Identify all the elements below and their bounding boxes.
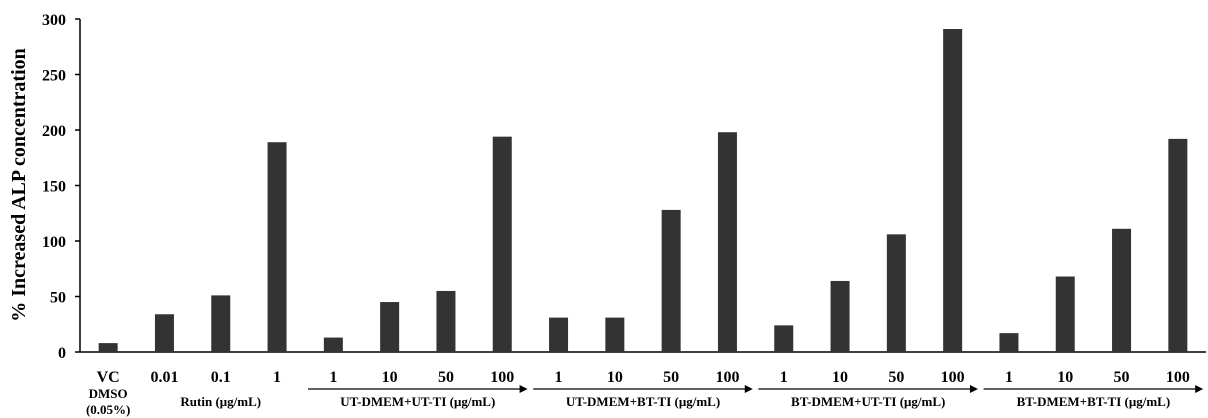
y-axis-label: % Increased ALP concentration [8, 48, 30, 322]
vc-sublabel: (0.05%) [86, 402, 130, 417]
bar [943, 28, 963, 353]
x-tick-label: 50 [1114, 369, 1130, 386]
x-tick-label: 50 [438, 369, 454, 386]
y-tick-label: 50 [50, 290, 66, 307]
bar [605, 317, 625, 352]
x-tick-label: 100 [490, 369, 514, 386]
y-tick-label: 300 [42, 12, 66, 29]
x-tick-label: 1 [1005, 369, 1013, 386]
x-tick-label: 1 [555, 369, 563, 386]
bar [1055, 276, 1075, 352]
x-tick-label: 0.1 [211, 369, 231, 386]
x-tick-label: VC [97, 369, 120, 386]
bar [886, 234, 906, 352]
group-label: UT-DMEM+UT-TI (μg/mL) [340, 394, 495, 409]
group-arrowhead [969, 385, 978, 393]
group-label: BT-DMEM+UT-TI (μg/mL) [791, 394, 945, 409]
x-tick-label: 1 [273, 369, 281, 386]
bar [999, 333, 1019, 352]
bar [1168, 138, 1188, 352]
bar [154, 314, 174, 352]
y-tick-label: 250 [42, 68, 66, 85]
x-tick-label: 50 [888, 369, 904, 386]
group-arrowhead [1195, 385, 1204, 393]
group-label: UT-DMEM+BT-TI (μg/mL) [566, 394, 720, 409]
x-tick-label: 0.01 [150, 369, 178, 386]
x-tick-label: 10 [832, 369, 848, 386]
bar [774, 325, 794, 352]
y-tick-label: 150 [42, 179, 66, 196]
x-tick-label: 1 [780, 369, 788, 386]
x-tick-label: 50 [663, 369, 679, 386]
bar [267, 142, 287, 352]
bars [98, 28, 1188, 353]
bar [98, 343, 118, 352]
x-tick-label: 10 [382, 369, 398, 386]
group-arrowhead [519, 385, 528, 393]
bar [492, 136, 512, 352]
bar [1112, 228, 1132, 352]
y-tick-label: 0 [58, 345, 66, 362]
bar [549, 317, 569, 352]
bar [830, 280, 850, 352]
bar [323, 337, 343, 352]
x-tick-label: 100 [1166, 369, 1190, 386]
tick-labels: VC 0.01 0.1 1 1 10 50 100 1 10 50 100 1 10 50 100 1 10 50 1… [86, 369, 1204, 417]
vc-sublabel: DMSO [89, 386, 128, 401]
group-arrowhead [744, 385, 753, 393]
bar [380, 302, 400, 352]
bar [436, 290, 456, 352]
x-tick-label: 10 [607, 369, 623, 386]
x-tick-label: 100 [715, 369, 739, 386]
y-tick-label: 100 [42, 234, 66, 251]
x-tick-label: 1 [329, 369, 337, 386]
bar [717, 132, 737, 352]
x-tick-label: 100 [941, 369, 965, 386]
bar [661, 209, 681, 352]
group-label: BT-DMEM+BT-TI (μg/mL) [1017, 394, 1171, 409]
group-label: Rutin (μg/mL) [180, 394, 261, 409]
x-tick-label: 10 [1057, 369, 1073, 386]
y-tick-label: 200 [42, 123, 66, 140]
bar [211, 295, 231, 352]
